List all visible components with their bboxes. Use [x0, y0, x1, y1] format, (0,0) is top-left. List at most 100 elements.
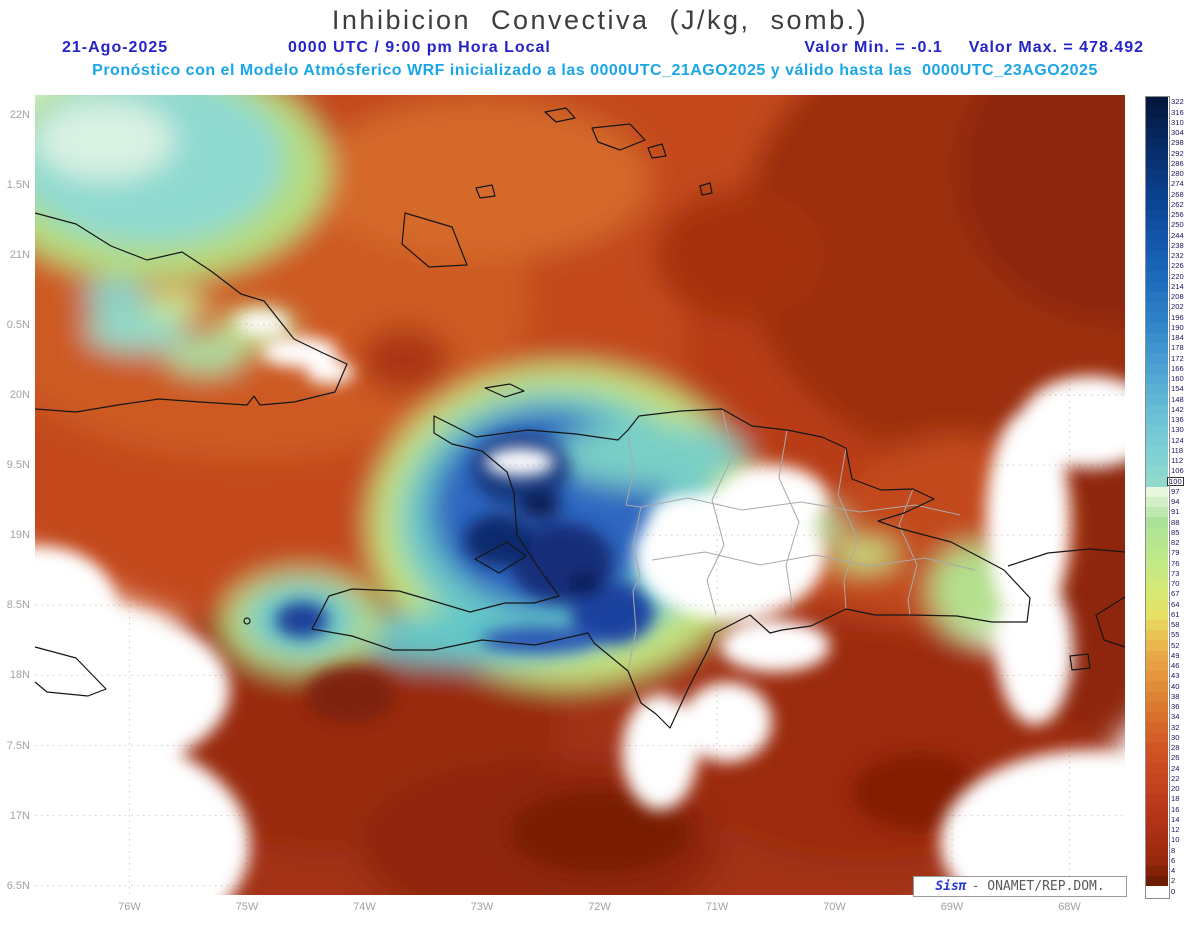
colorbar-row: 250: [1146, 220, 1200, 231]
navassa-island: [243, 617, 251, 625]
colorbar-value: 292: [1171, 148, 1184, 158]
lat-tick-label: 1.5N: [6, 178, 30, 191]
colorbar-swatch: [1146, 701, 1168, 712]
colorbar-row: 30: [1146, 732, 1200, 743]
colorbar-value: 40: [1171, 681, 1180, 691]
colorbar-swatch: [1146, 435, 1168, 446]
colorbar-swatch: [1146, 753, 1168, 764]
colorbar-value: 34: [1171, 712, 1180, 722]
colorbar-row: 160: [1146, 373, 1200, 384]
colorbar-value: 12: [1171, 825, 1180, 835]
colorbar-swatch: [1146, 107, 1168, 118]
colorbar-row: 304: [1146, 127, 1200, 138]
colorbar-swatch: [1146, 158, 1168, 169]
colorbar-value: 36: [1171, 702, 1180, 712]
colorbar-row: 82: [1146, 537, 1200, 548]
value-min-label: Valor Min. = -0.1: [804, 39, 943, 56]
colorbar-swatch: [1146, 568, 1168, 579]
colorbar-row: 244: [1146, 230, 1200, 241]
colorbar-value: 58: [1171, 620, 1180, 630]
colorbar-row: 76: [1146, 558, 1200, 569]
colorbar-swatch: [1146, 261, 1168, 272]
colorbar-row: 85: [1146, 527, 1200, 538]
colorbar-row: 55: [1146, 630, 1200, 641]
colorbar-value: 76: [1171, 558, 1180, 568]
colorbar-swatch: [1146, 671, 1168, 682]
colorbar-row: 16: [1146, 804, 1200, 815]
colorbar-value: 214: [1171, 281, 1184, 291]
colorbar-value: 112: [1171, 456, 1184, 466]
province-border: [778, 429, 800, 610]
colorbar-swatch: [1146, 189, 1168, 200]
colorbar-swatch: [1146, 537, 1168, 548]
colorbar-value: 61: [1171, 609, 1180, 619]
colorbar-value: 190: [1171, 322, 1184, 332]
colorbar-row: 24: [1146, 763, 1200, 774]
colorbar-value: 154: [1171, 384, 1184, 394]
cin-shaded-field: [35, 95, 1125, 895]
colorbar-value: 22: [1171, 773, 1180, 783]
colorbar-swatch: [1146, 220, 1168, 231]
colorbar-swatch: [1146, 281, 1168, 292]
lon-tick-label: 68W: [1058, 901, 1081, 913]
colorbar-row: 262: [1146, 199, 1200, 210]
mona-island: [1069, 653, 1091, 671]
colorbar-value: 196: [1171, 312, 1184, 322]
colorbar-value: 124: [1171, 435, 1184, 445]
credit-org: - ONAMET/REP.DOM.: [971, 879, 1105, 894]
colorbar-row: 154: [1146, 384, 1200, 395]
lat-tick-label: 18N: [9, 669, 30, 682]
colorbar-value: 202: [1171, 302, 1184, 312]
colorbar-row: 28: [1146, 742, 1200, 753]
colorbar-swatch: [1146, 486, 1168, 497]
colorbar-swatch: [1146, 271, 1168, 282]
colorbar-value: 38: [1171, 691, 1180, 701]
colorbar-row: 4: [1146, 865, 1200, 876]
colorbar-swatch: [1146, 630, 1168, 641]
colorbar-row: 220: [1146, 271, 1200, 282]
colorbar-value: 160: [1171, 374, 1184, 384]
colorbar-swatch: [1146, 773, 1168, 784]
province-border: [837, 447, 859, 610]
colorbar-swatch: [1146, 414, 1168, 425]
lon-tick-label: 70W: [823, 901, 846, 913]
colorbar-swatch: [1146, 127, 1168, 138]
colorbar-row: 0: [1146, 886, 1200, 897]
colorbar-swatch: [1146, 209, 1168, 220]
colorbar-swatch: [1146, 240, 1168, 251]
colorbar-row: 112: [1146, 455, 1200, 466]
colorbar-value: 286: [1171, 158, 1184, 168]
gonave-island: [474, 541, 527, 574]
colorbar-row: 73: [1146, 568, 1200, 579]
lat-tick-label: 7.5N: [6, 739, 30, 752]
colorbar-value: 18: [1171, 794, 1180, 804]
colorbar-swatch: [1146, 384, 1168, 395]
coastlines: [34, 107, 1126, 729]
lat-tick-label: 6.5N: [6, 879, 30, 892]
colorbar-row: 136: [1146, 414, 1200, 425]
colorbar-row: 214: [1146, 281, 1200, 292]
colorbar-value: 14: [1171, 814, 1180, 824]
lon-tick-label: 74W: [353, 901, 376, 913]
colorbar-row: 67: [1146, 589, 1200, 600]
colorbar-swatch: [1146, 865, 1168, 876]
caicos-islands: [544, 107, 667, 159]
colorbar-value: 232: [1171, 251, 1184, 261]
colorbar-swatch: [1146, 732, 1168, 743]
colorbar-row: 202: [1146, 302, 1200, 313]
colorbar-value: 310: [1171, 117, 1184, 127]
lat-tick-label: 17N: [9, 809, 30, 822]
colorbar-row: 298: [1146, 138, 1200, 149]
colorbar-value: 30: [1171, 732, 1180, 742]
colorbar-row: 124: [1146, 435, 1200, 446]
colorbar-row: 322: [1146, 97, 1200, 108]
colorbar-value: 4: [1171, 866, 1176, 876]
colorbar-row: 178: [1146, 343, 1200, 354]
colorbar-row: 52: [1146, 640, 1200, 651]
colorbar-value: 91: [1171, 507, 1180, 517]
colorbar-value: 46: [1171, 661, 1180, 671]
colorbar-row: 196: [1146, 312, 1200, 323]
colorbar-value: 136: [1171, 415, 1184, 425]
colorbar-row: 32: [1146, 722, 1200, 733]
lat-tick-label: 20N: [9, 389, 30, 401]
